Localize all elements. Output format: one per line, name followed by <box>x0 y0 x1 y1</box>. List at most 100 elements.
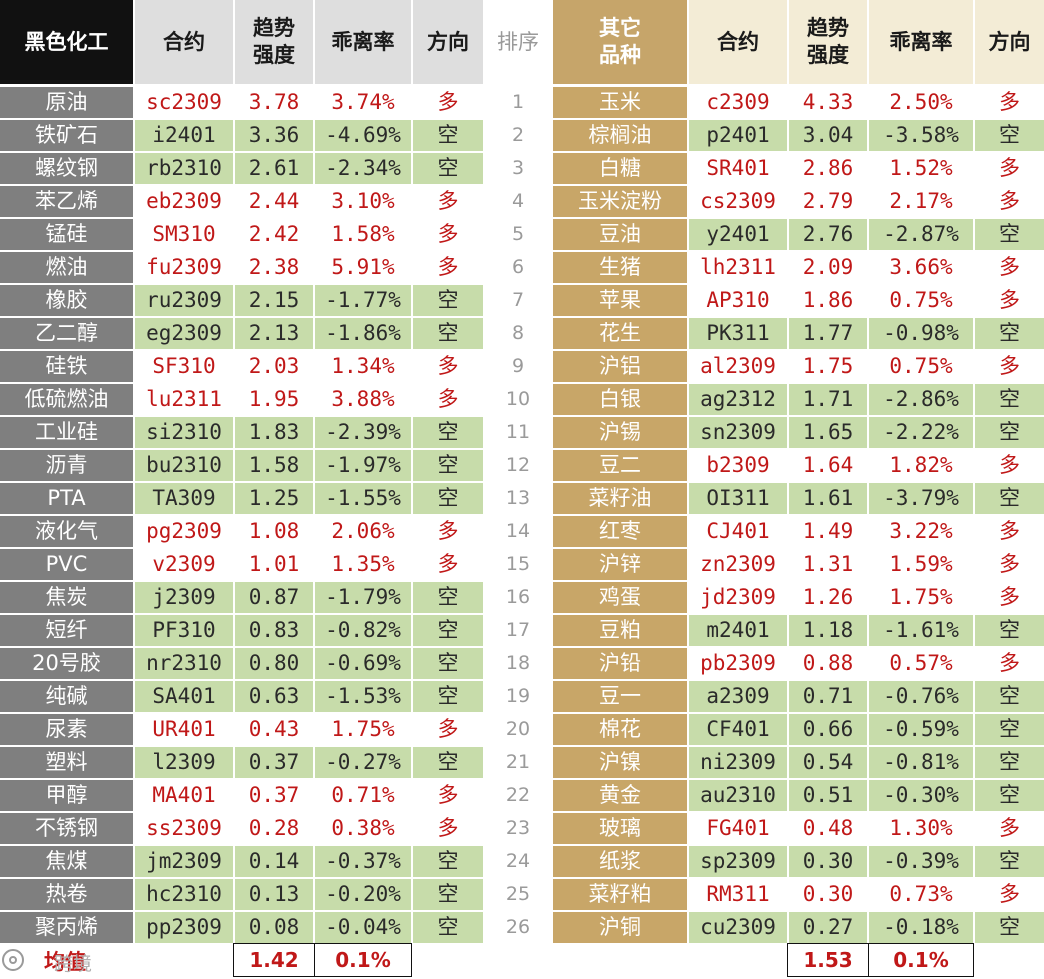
right-trend-value: 1.61 <box>789 483 867 514</box>
rank-number: 3 <box>485 153 551 184</box>
left-trend-value: 1.01 <box>235 549 313 580</box>
rank-number: 7 <box>485 285 551 316</box>
left-trend-value: 0.83 <box>235 615 313 646</box>
right-trend-value: 0.30 <box>789 846 867 877</box>
right-trend-value: 2.86 <box>789 153 867 184</box>
left-direction-value: 空 <box>413 648 483 679</box>
table-row: 乙二醇 eg2309 2.13 -1.86% 空 8 花生 PK311 1.77 -0.98% 空 <box>0 317 1044 350</box>
left-deviation-value: -1.86% <box>315 318 411 349</box>
right-variety-name: 豆一 <box>553 681 687 712</box>
rank-number: 23 <box>485 813 551 844</box>
right-deviation-value: -0.98% <box>869 318 973 349</box>
rank-number: 6 <box>485 252 551 283</box>
right-contract-code: FG401 <box>689 813 787 844</box>
left-direction-value: 空 <box>413 747 483 778</box>
left-deviation-value: -2.39% <box>315 417 411 448</box>
left-trend-value: 0.80 <box>235 648 313 679</box>
right-trend-value: 1.49 <box>789 516 867 547</box>
right-variety-name: 菜籽粕 <box>553 879 687 910</box>
rank-number: 21 <box>485 747 551 778</box>
left-deviation-value: -0.04% <box>315 912 411 943</box>
right-variety-name: 鸡蛋 <box>553 582 687 613</box>
left-trend-value: 2.44 <box>235 186 313 217</box>
left-deviation-value: 1.75% <box>315 714 411 745</box>
right-direction-value: 多 <box>975 582 1044 613</box>
right-trend-value: 0.51 <box>789 780 867 811</box>
table-row: 焦煤 jm2309 0.14 -0.37% 空 24 纸浆 sp2309 0.30 -0.39% 空 <box>0 845 1044 878</box>
left-direction-value: 多 <box>413 549 483 580</box>
right-contract-code: al2309 <box>689 351 787 382</box>
left-variety-name: 原油 <box>0 87 133 118</box>
right-trend-value: 0.71 <box>789 681 867 712</box>
left-trend-value: 1.95 <box>235 384 313 415</box>
table-row: PTA TA309 1.25 -1.55% 空 13 菜籽油 OI311 1.61 -3.79% 空 <box>0 482 1044 515</box>
right-variety-name: 纸浆 <box>553 846 687 877</box>
left-variety-name: 苯乙烯 <box>0 186 133 217</box>
right-variety-name: 玉米 <box>553 87 687 118</box>
left-trend-value: 0.37 <box>235 747 313 778</box>
left-average-trend: 1.42 <box>233 943 315 977</box>
right-trend-value: 2.76 <box>789 219 867 250</box>
left-trend-value: 1.83 <box>235 417 313 448</box>
right-variety-name: 沪锌 <box>553 549 687 580</box>
left-contract-code: v2309 <box>135 549 233 580</box>
left-contract-code: bu2310 <box>135 450 233 481</box>
right-trend-value: 1.31 <box>789 549 867 580</box>
rank-number: 25 <box>485 879 551 910</box>
right-direction-value: 空 <box>975 417 1044 448</box>
table-row: 苯乙烯 eb2309 2.44 3.10% 多 4 玉米淀粉 cs2309 2.79 2.17% 多 <box>0 185 1044 218</box>
left-direction-value: 空 <box>413 615 483 646</box>
right-contract-code: cu2309 <box>689 912 787 943</box>
right-deviation-value: -0.59% <box>869 714 973 745</box>
left-contract-code: i2401 <box>135 120 233 151</box>
left-deviation-value: 3.74% <box>315 87 411 118</box>
left-variety-name: 不锈钢 <box>0 813 133 844</box>
left-variety-name: 塑料 <box>0 747 133 778</box>
left-direction-value: 空 <box>413 681 483 712</box>
left-trend-value: 2.03 <box>235 351 313 382</box>
left-variety-name: 低硫燃油 <box>0 384 133 415</box>
left-variety-name: 纯碱 <box>0 681 133 712</box>
right-direction-value: 空 <box>975 714 1044 745</box>
rank-number: 22 <box>485 780 551 811</box>
average-label: 均值 <box>44 950 86 974</box>
right-contract-code: c2309 <box>689 87 787 118</box>
rank-number: 26 <box>485 912 551 943</box>
right-trend-value: 3.04 <box>789 120 867 151</box>
left-deviation-value: -1.77% <box>315 285 411 316</box>
table-row: 20号胶 nr2310 0.80 -0.69% 空 18 沪铅 pb2309 0.88 0.57%… <box>0 647 1044 680</box>
left-contract-code: j2309 <box>135 582 233 613</box>
right-deviation-value: 0.75% <box>869 285 973 316</box>
right-direction-value: 多 <box>975 87 1044 118</box>
left-contract-code: eg2309 <box>135 318 233 349</box>
right-deviation-value: -0.18% <box>869 912 973 943</box>
right-trend-value: 1.71 <box>789 384 867 415</box>
left-direction-value: 多 <box>413 252 483 283</box>
table-row: 燃油 fu2309 2.38 5.91% 多 6 生猪 lh2311 2.09 3.66% 多 <box>0 251 1044 284</box>
right-deviation-value: 3.22% <box>869 516 973 547</box>
right-direction-value: 空 <box>975 681 1044 712</box>
left-variety-name: 热卷 <box>0 879 133 910</box>
right-direction-value: 空 <box>975 483 1044 514</box>
right-deviation-value: 1.30% <box>869 813 973 844</box>
right-deviation-value: 1.75% <box>869 582 973 613</box>
right-deviation-value: -3.58% <box>869 120 973 151</box>
left-trend-value: 0.14 <box>235 846 313 877</box>
right-variety-name: 沪铝 <box>553 351 687 382</box>
left-direction-value: 多 <box>413 516 483 547</box>
left-deviation-value: 5.91% <box>315 252 411 283</box>
left-deviation-value: -1.97% <box>315 450 411 481</box>
left-variety-name: 甲醇 <box>0 780 133 811</box>
left-variety-name: 尿素 <box>0 714 133 745</box>
right-contract-code: RM311 <box>689 879 787 910</box>
left-direction-value: 多 <box>413 714 483 745</box>
rank-number: 24 <box>485 846 551 877</box>
right-contract-code: lh2311 <box>689 252 787 283</box>
table-row: 塑料 l2309 0.37 -0.27% 空 21 沪镍 ni2309 0.54 -0.81% 空 <box>0 746 1044 779</box>
right-contract-code: jd2309 <box>689 582 787 613</box>
left-deviation-value: -1.79% <box>315 582 411 613</box>
left-contract-code: ru2309 <box>135 285 233 316</box>
table-row: 硅铁 SF310 2.03 1.34% 多 9 沪铝 al2309 1.75 0.75% 多 <box>0 350 1044 383</box>
right-contract-code: au2310 <box>689 780 787 811</box>
left-contract-code: si2310 <box>135 417 233 448</box>
